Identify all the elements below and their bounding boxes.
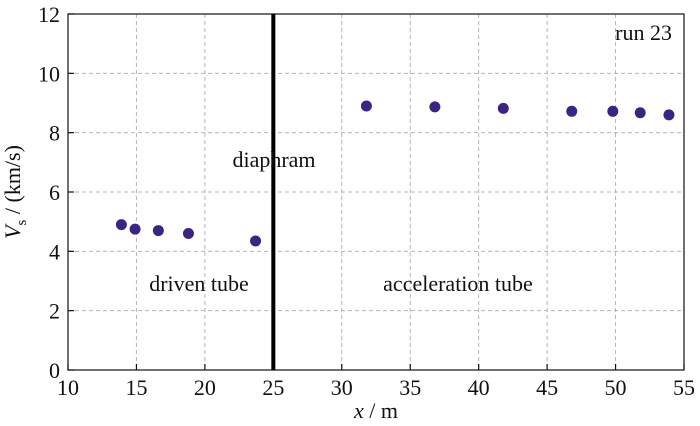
data-points <box>115 100 675 247</box>
data-point <box>634 107 646 119</box>
x-tick-label: 15 <box>125 375 147 400</box>
y-axis-title: Vs / (km/s) <box>0 145 30 239</box>
data-point <box>429 101 441 113</box>
grid <box>68 14 684 370</box>
data-point <box>497 102 509 114</box>
data-point <box>360 100 372 112</box>
x-tick-label: 50 <box>605 375 627 400</box>
data-point <box>566 105 578 117</box>
y-tick-label: 0 <box>49 358 60 383</box>
y-tick-label: 4 <box>49 239 60 264</box>
x-tick-label: 10 <box>57 375 79 400</box>
driven-tube-label: driven tube <box>149 271 249 296</box>
data-point <box>182 228 194 240</box>
x-tick-label: 55 <box>673 375 695 400</box>
acceleration-tube-label: acceleration tube <box>383 271 533 296</box>
data-point <box>663 109 675 121</box>
data-point <box>129 223 141 235</box>
x-tick-label: 40 <box>468 375 490 400</box>
axis-ticks <box>67 13 685 371</box>
run-label: run 23 <box>615 20 672 45</box>
x-tick-label: 45 <box>536 375 558 400</box>
diaphragm-label: diaphram <box>232 147 315 172</box>
y-tick-label: 2 <box>49 299 60 324</box>
y-tick-label: 12 <box>38 2 60 27</box>
x-axis-title: x / m <box>353 398 398 423</box>
x-tick-label: 25 <box>262 375 284 400</box>
x-tick-label: 20 <box>194 375 216 400</box>
data-point <box>607 105 619 117</box>
y-tick-label: 8 <box>49 121 60 146</box>
x-tick-label: 35 <box>399 375 421 400</box>
y-tick-label: 6 <box>49 180 60 205</box>
x-tick-label: 30 <box>331 375 353 400</box>
data-point <box>152 225 164 237</box>
data-point <box>250 235 262 247</box>
tick-labels: 10 15 20 25 30 35 40 45 50 55 0 2 4 6 8 10 12 <box>38 2 695 400</box>
y-tick-label: 10 <box>38 61 60 86</box>
data-point <box>115 219 127 231</box>
